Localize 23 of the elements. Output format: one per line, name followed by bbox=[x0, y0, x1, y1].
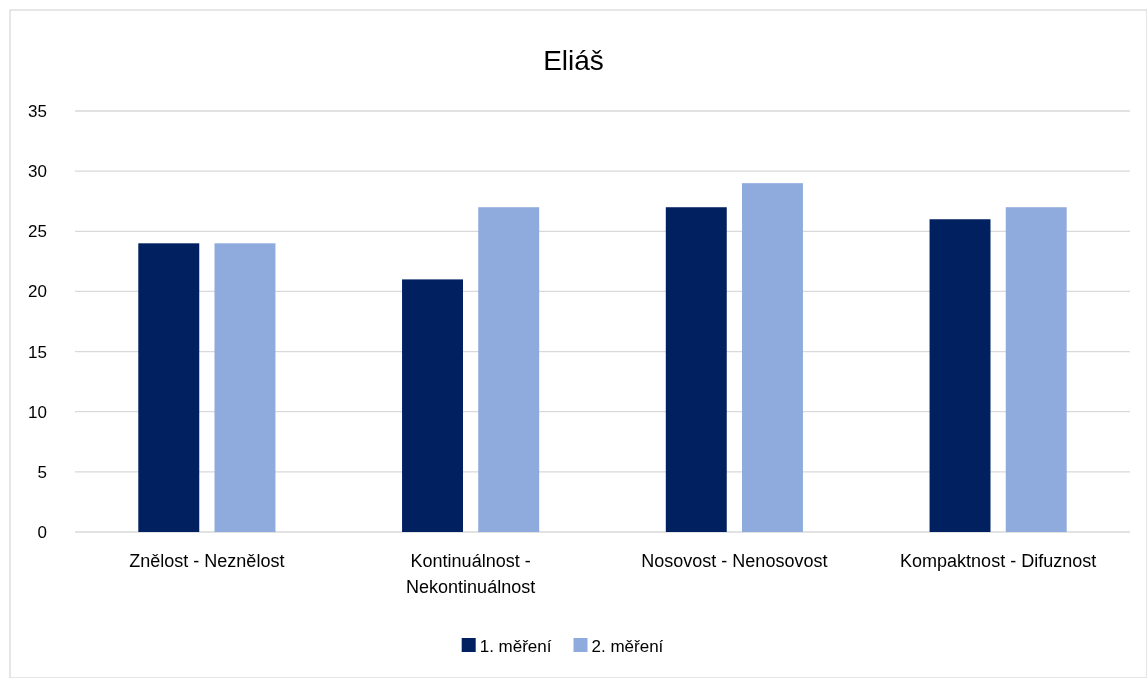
x-tick-label: Kontinuálnost - Nekontinuálnost bbox=[406, 551, 536, 597]
legend-label: 1. měření bbox=[479, 636, 552, 656]
x-tick-label: Nosovost - Nenosovost bbox=[641, 551, 828, 571]
y-tick-label: 0 bbox=[37, 522, 47, 542]
chart-title: Eliáš bbox=[543, 45, 604, 76]
y-tick-label: 30 bbox=[28, 162, 47, 182]
x-tick-label: Znělost - Neznělost bbox=[129, 551, 285, 571]
bar bbox=[741, 183, 803, 532]
bar bbox=[665, 207, 727, 532]
y-tick-label: 15 bbox=[28, 342, 47, 362]
y-tick-label: 10 bbox=[28, 402, 47, 422]
bar bbox=[929, 219, 991, 532]
y-tick-label: 25 bbox=[28, 222, 47, 242]
bar bbox=[138, 243, 200, 532]
y-tick-label: 5 bbox=[37, 462, 47, 482]
bar bbox=[1005, 207, 1067, 532]
bar bbox=[478, 207, 540, 532]
y-tick-label: 35 bbox=[28, 101, 47, 121]
x-tick-label: Kompaktnost - Difuznost bbox=[900, 551, 1097, 571]
bar bbox=[402, 279, 464, 532]
legend-label: 2. měření bbox=[591, 636, 664, 656]
y-tick-label: 20 bbox=[28, 282, 47, 302]
bar bbox=[214, 243, 276, 532]
